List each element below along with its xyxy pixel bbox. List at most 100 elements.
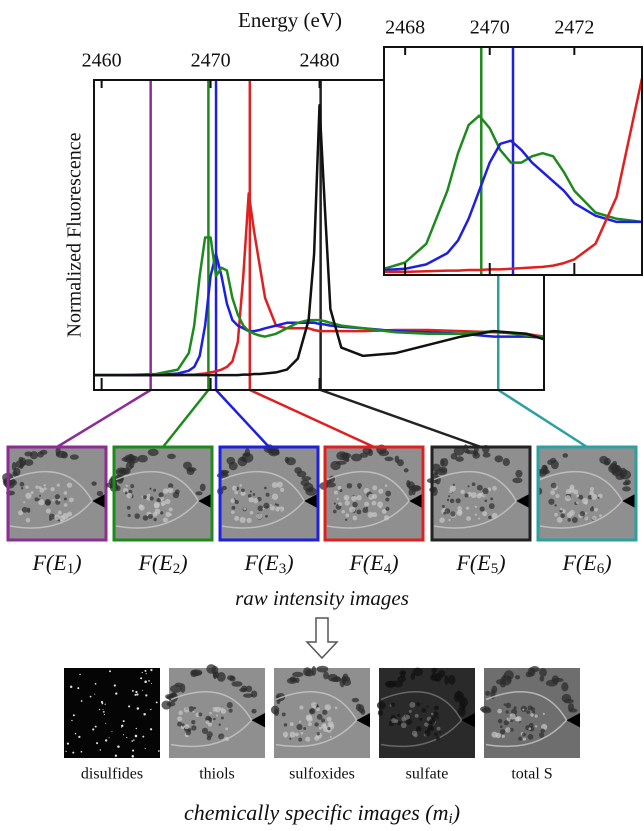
image-grain: [162, 488, 169, 494]
image-grain: [153, 503, 160, 509]
image-speck: [94, 725, 97, 728]
chemical-image: sulfoxides: [270, 665, 370, 783]
image-speck: [145, 673, 147, 675]
image-speck: [157, 750, 160, 752]
image-hole: [244, 448, 251, 458]
image-hole: [219, 469, 230, 474]
raw-image-label: F(E4): [348, 550, 398, 577]
image-hole: [615, 473, 625, 481]
image-grain: [264, 486, 267, 490]
image-grain: [305, 736, 311, 742]
image-grain: [216, 714, 219, 717]
image-grain: [372, 512, 378, 518]
image-grain: [168, 513, 172, 516]
image-speck: [89, 695, 92, 698]
image-grain: [181, 723, 185, 727]
image-grain: [526, 710, 530, 714]
image-grain: [599, 514, 602, 518]
image-cell: [9, 470, 94, 529]
image-grain: [345, 513, 350, 518]
image-grain: [246, 517, 252, 524]
image-grain: [571, 517, 578, 523]
image-grain: [172, 491, 180, 499]
image-speck: [148, 680, 150, 682]
image-grain: [63, 491, 68, 495]
image-grain: [438, 730, 441, 734]
image-grain: [20, 487, 24, 490]
image-grain: [466, 506, 470, 510]
image-hole: [231, 681, 243, 687]
image-grain: [530, 707, 536, 712]
image-speck: [150, 708, 152, 711]
image-grain: [356, 494, 362, 501]
image-grain: [177, 721, 183, 727]
image-hole: [550, 459, 559, 470]
image-hole: [167, 453, 176, 460]
image-grain: [240, 490, 246, 496]
image-grain: [271, 493, 279, 500]
image-grain: [503, 703, 507, 706]
image-grain: [424, 729, 431, 737]
image-grain: [205, 720, 210, 725]
image-grain: [413, 733, 418, 738]
image-grain: [349, 506, 356, 513]
image-grain: [569, 484, 575, 490]
image-hole: [4, 483, 15, 489]
image-hole: [23, 459, 34, 466]
image-speck: [66, 742, 70, 745]
image-hole: [221, 485, 227, 491]
marker-connector: [249, 388, 375, 449]
image-tip: [461, 713, 475, 728]
image-speck: [103, 713, 105, 716]
image-speck: [101, 702, 104, 705]
spectrum-line: [384, 77, 642, 274]
image-grain: [25, 492, 32, 499]
image-speck: [155, 701, 158, 704]
image-tip: [251, 713, 265, 728]
image-grain: [130, 484, 135, 489]
image-speck: [135, 690, 138, 694]
image-grain: [482, 487, 489, 495]
image-grain: [346, 482, 353, 489]
image-hole: [339, 678, 345, 688]
image-grain: [306, 715, 312, 721]
image-grain: [522, 732, 526, 737]
image-hole: [529, 668, 536, 677]
raw-image-label: F(E5): [455, 550, 505, 577]
image-grain: [356, 509, 362, 515]
image-hole: [447, 674, 456, 685]
image-grain: [68, 497, 74, 503]
image-grain: [39, 487, 45, 493]
image-grain: [482, 511, 488, 517]
image-grain: [45, 508, 51, 514]
plot-area: [94, 80, 545, 390]
image-hole: [377, 709, 384, 716]
image-hole: [274, 709, 279, 717]
image-grain: [408, 709, 412, 713]
image-grain: [550, 490, 555, 496]
image-hole: [300, 479, 310, 487]
image-hole: [412, 667, 424, 677]
image-grain: [249, 510, 254, 515]
label-part: ): [284, 550, 293, 575]
raw-image: F(E1): [2, 445, 108, 577]
main-plot: 2460 2470 2480: [56, 50, 588, 449]
image-hole: [539, 675, 545, 682]
image-grain: [414, 713, 419, 718]
image-hole: [453, 446, 465, 456]
image-grain: [158, 492, 164, 498]
x-tick-label: 2472: [554, 17, 594, 39]
caption-part: i: [449, 811, 453, 827]
image-grain: [50, 487, 55, 492]
image-grain: [478, 517, 481, 520]
image-grain: [147, 513, 153, 519]
image-hole: [515, 469, 523, 478]
image-grain: [579, 510, 586, 517]
image-hole: [241, 452, 254, 463]
image-grain: [490, 497, 494, 501]
image-speck: [149, 728, 153, 731]
image-grain: [149, 496, 154, 501]
image-grain: [591, 515, 597, 521]
image-hole: [18, 456, 24, 463]
